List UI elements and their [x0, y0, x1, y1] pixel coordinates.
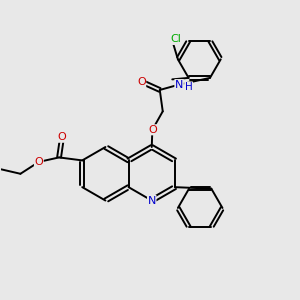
- Text: O: O: [148, 125, 157, 135]
- Text: N: N: [175, 80, 183, 90]
- Text: O: O: [137, 76, 146, 87]
- Text: O: O: [34, 157, 43, 167]
- Text: O: O: [58, 132, 66, 142]
- Text: H: H: [185, 82, 193, 92]
- Text: N: N: [148, 196, 156, 206]
- Text: Cl: Cl: [170, 34, 181, 44]
